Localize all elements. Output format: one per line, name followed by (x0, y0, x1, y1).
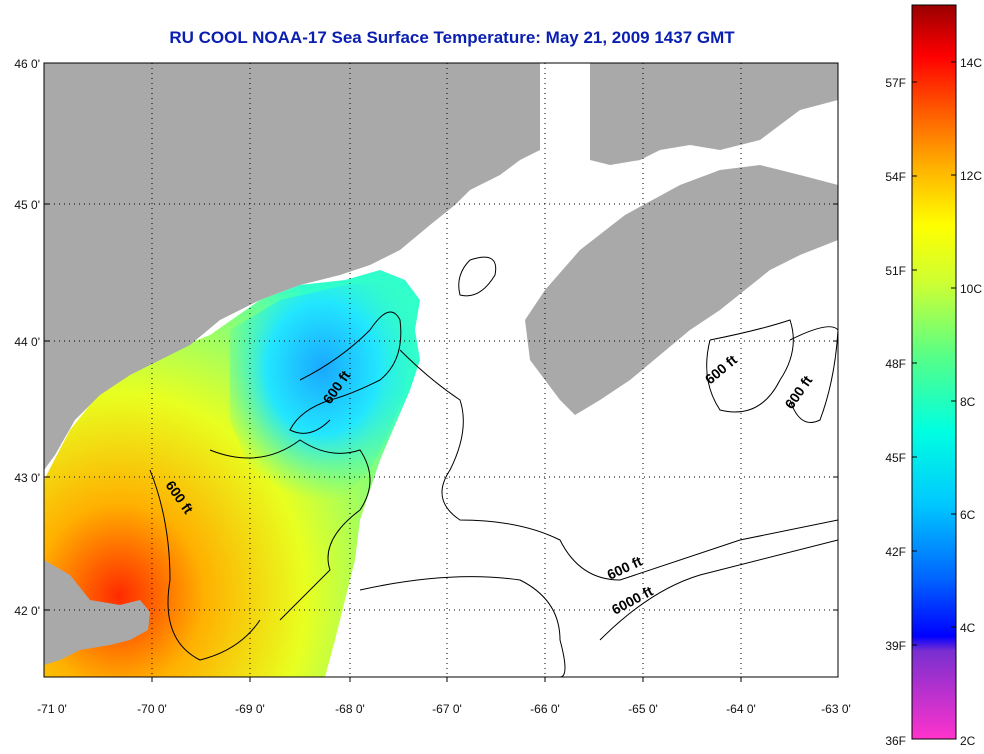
colorbar-f-label: 39F (885, 639, 906, 653)
lon-tick: -66 0' (530, 702, 560, 716)
lat-tick: 44 0' (14, 335, 40, 349)
land-new-brunswick (590, 63, 838, 165)
bathymetry-contours (149, 256, 838, 677)
colorbar-c-label: 12C (960, 169, 982, 183)
colorbar-f-label: 45F (885, 451, 906, 465)
longitude-axis: -71 0' -70 0' -69 0' -68 0' -67 0' -66 0… (37, 677, 851, 716)
colorbar-f-label: 57F (885, 76, 906, 90)
colorbar-f-label: 36F (885, 734, 906, 748)
lat-tick: 43 0' (14, 471, 40, 485)
colorbar-c-label: 8C (960, 395, 976, 409)
lon-tick: -67 0' (432, 702, 462, 716)
map-title: RU COOL NOAA-17 Sea Surface Temperature:… (169, 28, 735, 47)
colorbar-c-label: 4C (960, 621, 976, 635)
lon-tick: -65 0' (628, 702, 658, 716)
colorbar-f-label: 48F (885, 357, 906, 371)
colorbar-f-label: 54F (885, 170, 906, 184)
lon-tick: -69 0' (235, 702, 265, 716)
colorbar: 57F 54F 51F 48F 45F 42F 39F 36F 14C 12C … (885, 4, 982, 748)
colorbar-f-label: 51F (885, 264, 906, 278)
lon-tick: -63 0' (821, 702, 851, 716)
lon-tick: -68 0' (335, 702, 365, 716)
colorbar-c-label: 2C (960, 734, 976, 748)
plot-frame (43, 62, 839, 678)
colorbar-gradient (911, 4, 957, 740)
land-cape-cod (44, 560, 150, 665)
colorbar-f-label: 42F (885, 545, 906, 559)
lat-tick: 46 0' (14, 57, 40, 71)
lon-tick: -70 0' (137, 702, 167, 716)
colorbar-c-label: 14C (960, 56, 982, 70)
lon-tick: -71 0' (37, 702, 67, 716)
lat-tick: 45 0' (14, 198, 40, 212)
land-new-england (44, 63, 540, 470)
latitude-axis: 46 0' 45 0' 44 0' 43 0' 42 0' (14, 57, 838, 618)
colorbar-c-label: 10C (960, 282, 982, 296)
lat-tick: 42 0' (14, 604, 40, 618)
sst-cool-core (230, 280, 415, 500)
colorbar-c-label: 6C (960, 508, 976, 522)
lon-tick: -64 0' (726, 702, 756, 716)
land-nova-scotia (525, 165, 838, 415)
